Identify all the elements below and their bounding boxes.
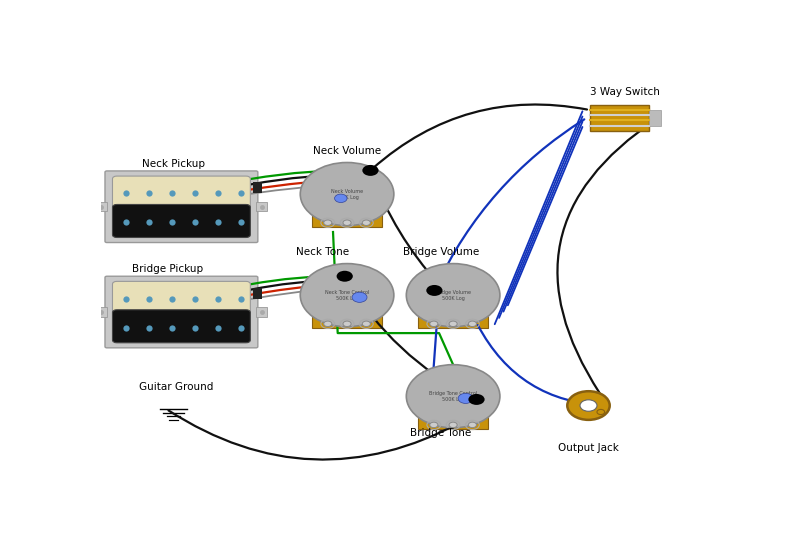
Text: Neck Tone: Neck Tone xyxy=(295,247,349,257)
Text: Bridge Volume
500K Log: Bridge Volume 500K Log xyxy=(436,290,471,301)
Circle shape xyxy=(335,194,347,202)
Circle shape xyxy=(300,162,394,226)
FancyBboxPatch shape xyxy=(113,310,250,343)
Circle shape xyxy=(458,393,473,404)
Circle shape xyxy=(343,321,351,327)
Bar xyxy=(590,105,649,131)
Circle shape xyxy=(469,422,477,428)
Text: Neck Pickup: Neck Pickup xyxy=(142,159,205,169)
FancyBboxPatch shape xyxy=(113,205,250,237)
Bar xyxy=(312,315,382,328)
Bar xyxy=(418,315,488,328)
Bar xyxy=(312,214,382,226)
Circle shape xyxy=(352,292,367,302)
Circle shape xyxy=(568,391,609,420)
Circle shape xyxy=(580,400,597,411)
Text: Neck Volume
500K Log: Neck Volume 500K Log xyxy=(331,189,363,200)
Circle shape xyxy=(469,321,477,327)
Circle shape xyxy=(362,220,370,225)
Circle shape xyxy=(407,365,500,428)
Bar xyxy=(418,416,488,429)
Circle shape xyxy=(324,321,332,327)
Circle shape xyxy=(324,220,332,225)
Circle shape xyxy=(407,264,500,327)
Text: Bridge Volume: Bridge Volume xyxy=(402,247,479,257)
Text: Bridge Tone Control
500K Log: Bridge Tone Control 500K Log xyxy=(429,391,477,401)
FancyBboxPatch shape xyxy=(113,176,250,210)
Circle shape xyxy=(343,220,351,225)
Text: Guitar Ground: Guitar Ground xyxy=(139,382,213,392)
Text: Bridge Tone: Bridge Tone xyxy=(410,428,471,438)
Circle shape xyxy=(362,165,378,176)
Circle shape xyxy=(597,409,605,415)
Circle shape xyxy=(449,321,457,327)
Circle shape xyxy=(449,422,457,428)
Bar xyxy=(254,288,262,299)
FancyBboxPatch shape xyxy=(105,171,258,242)
Circle shape xyxy=(430,422,438,428)
FancyBboxPatch shape xyxy=(113,281,250,315)
Bar xyxy=(96,202,107,211)
Circle shape xyxy=(300,264,394,327)
Circle shape xyxy=(362,321,370,327)
Bar xyxy=(256,202,267,211)
Circle shape xyxy=(336,271,353,282)
Text: Output Jack: Output Jack xyxy=(558,443,619,452)
Bar xyxy=(256,307,267,317)
Bar xyxy=(649,110,662,126)
Bar xyxy=(96,307,107,317)
Circle shape xyxy=(427,285,443,296)
Text: Neck Volume: Neck Volume xyxy=(313,146,381,156)
Circle shape xyxy=(430,321,438,327)
Text: Neck Tone Control
500K Log: Neck Tone Control 500K Log xyxy=(325,290,369,301)
Circle shape xyxy=(469,394,485,405)
Text: 3 Way Switch: 3 Way Switch xyxy=(590,87,659,97)
Text: Bridge Pickup: Bridge Pickup xyxy=(132,264,203,274)
Bar xyxy=(254,182,262,193)
FancyBboxPatch shape xyxy=(105,276,258,348)
